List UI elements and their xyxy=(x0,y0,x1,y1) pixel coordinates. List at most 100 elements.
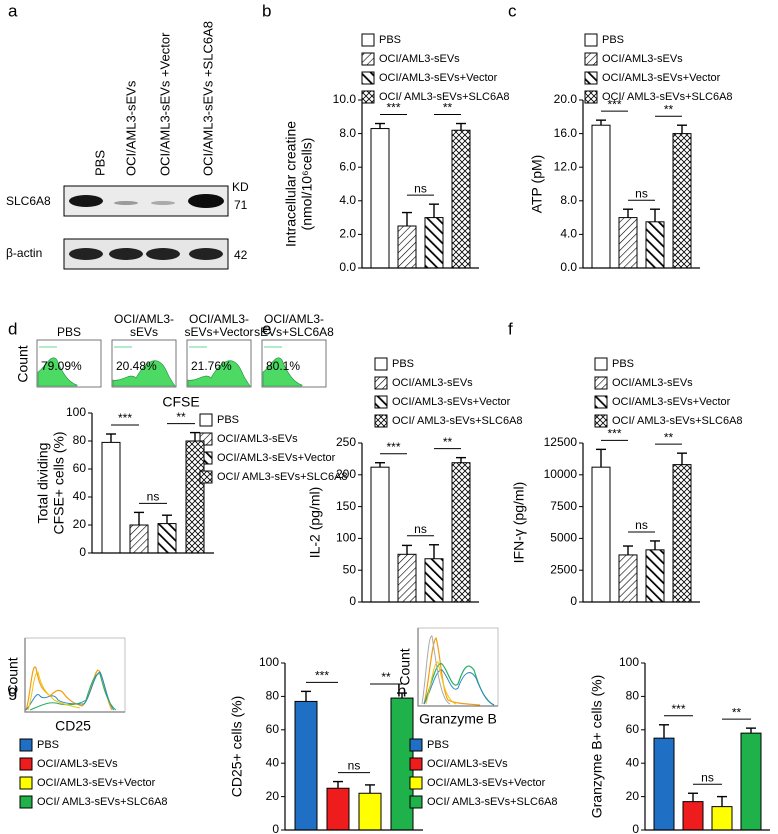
panel-letter: c xyxy=(508,1,517,20)
significance-label: ns xyxy=(147,490,160,504)
legend-label: PBS xyxy=(379,34,401,46)
legend-swatch xyxy=(374,395,388,409)
significance-label: ** xyxy=(664,102,674,116)
significance-label: ns xyxy=(414,522,427,536)
legend-label: OCI/ AML3-sEVs+SLC6A8 xyxy=(392,415,523,427)
legend-swatch xyxy=(19,738,33,752)
legend-label: OCI/AML3-sEVs xyxy=(602,53,683,65)
significance-label: ** xyxy=(176,410,186,424)
legend-swatch xyxy=(199,470,213,484)
legend-label: PBS xyxy=(602,34,624,46)
flow-title: sEVs+Vector xyxy=(184,325,253,339)
flow-y-label: Count xyxy=(5,657,21,694)
legend-swatch xyxy=(584,52,598,66)
y-tick-label: 8.0 xyxy=(560,193,577,207)
y-tick-label: 0 xyxy=(349,594,356,608)
lane-label: PBS xyxy=(92,150,107,176)
legend-label: PBS xyxy=(427,739,449,751)
flow-title: OCI/AML3- xyxy=(114,312,174,326)
bar xyxy=(451,462,471,603)
bar xyxy=(451,129,471,269)
bar xyxy=(129,524,149,554)
legend-label: PBS xyxy=(392,358,414,370)
band xyxy=(109,248,143,260)
legend-swatch xyxy=(409,757,423,771)
y-tick-label: 6.0 xyxy=(339,159,356,173)
legend-swatch xyxy=(19,776,33,790)
y-tick-label: 0 xyxy=(570,594,577,608)
y-axis-label: Granzyme B+ cells (%) xyxy=(589,675,605,819)
legend-swatch xyxy=(374,414,388,428)
band xyxy=(69,195,103,207)
bar xyxy=(397,225,417,269)
legend-swatch xyxy=(584,71,598,85)
significance-label: ns xyxy=(348,759,361,773)
y-tick-label: 5000 xyxy=(550,531,577,545)
y-tick-label: 7500 xyxy=(550,499,577,513)
legend-swatch xyxy=(584,33,598,47)
legend-label: OCI/AML3-sEVs+Vector xyxy=(427,777,546,789)
legend-label: OCI/AML3-sEVs+Vector xyxy=(392,396,511,408)
flow-title: sEVs+SLC6A8 xyxy=(254,325,334,339)
y-tick-label: 80 xyxy=(626,689,640,703)
y-tick-label: 0 xyxy=(632,822,639,834)
significance-label: *** xyxy=(671,702,685,716)
bar xyxy=(645,221,665,269)
y-tick-label: 8.0 xyxy=(339,126,356,140)
legend-label: OCI/AML3-sEVs xyxy=(379,53,460,65)
y-tick-label: 150 xyxy=(336,499,356,513)
legend-swatch xyxy=(361,33,375,47)
legend-label: OCI/AML3-sEVs xyxy=(37,758,118,770)
bar xyxy=(370,128,390,269)
significance-label: *** xyxy=(607,97,621,111)
band xyxy=(146,248,180,260)
flow-plot xyxy=(24,637,126,713)
y-tick-label: 100 xyxy=(619,655,639,669)
legend-label: OCI/ AML3-sEVs+SLC6A8 xyxy=(612,415,743,427)
y-tick-label: 10.0 xyxy=(333,92,357,106)
y-axis-label: Intracellular creatine xyxy=(283,121,299,247)
bar xyxy=(711,806,733,831)
flow-plot xyxy=(417,627,499,707)
significance-label: ** xyxy=(381,670,391,684)
legend-label: OCI/AML3-sEVs+Vector xyxy=(217,452,336,464)
y-tick-label: 12.0 xyxy=(554,159,578,173)
y-axis-label: ATP (pM) xyxy=(529,155,545,214)
significance-label: *** xyxy=(386,101,400,115)
y-tick-label: 100 xyxy=(336,531,356,545)
y-tick-label: 40 xyxy=(626,755,640,769)
bar xyxy=(358,792,382,831)
significance-label: *** xyxy=(386,440,400,454)
y-tick-label: 100 xyxy=(259,655,279,669)
y-tick-label: 0.0 xyxy=(560,260,577,274)
flow-y-label: Count xyxy=(15,345,31,382)
significance-label: ** xyxy=(664,430,674,444)
flow-title: sEVs xyxy=(130,325,158,339)
flow-x-label: CFSE xyxy=(162,394,199,410)
bar xyxy=(424,558,444,603)
blot: PBS OCI/AML3-sEVs OCI/AML3-sEVs +Vector … xyxy=(6,21,249,270)
legend-label: PBS xyxy=(612,358,634,370)
panel-letter: g xyxy=(8,681,17,700)
bar xyxy=(591,466,611,603)
bar xyxy=(294,700,318,831)
y-tick-label: 4.0 xyxy=(339,193,356,207)
bar xyxy=(185,440,205,554)
y-tick-label: 60 xyxy=(73,461,87,475)
significance-label: ns xyxy=(635,186,648,200)
bar xyxy=(653,737,675,831)
y-tick-label: 16.0 xyxy=(554,126,578,140)
bar xyxy=(645,549,665,603)
legend-label: PBS xyxy=(217,414,239,426)
significance-label: *** xyxy=(118,411,132,425)
y-tick-label: 80 xyxy=(73,433,87,447)
flow-histogram xyxy=(262,357,303,387)
bar xyxy=(424,217,444,269)
bar xyxy=(672,133,692,269)
significance-label: *** xyxy=(607,427,621,441)
y-axis-label: CFSE+ cells (%) xyxy=(51,431,67,534)
kd-value: 42 xyxy=(234,248,248,262)
y-tick-label: 40 xyxy=(266,755,280,769)
y-tick-label: 4.0 xyxy=(560,227,577,241)
y-tick-label: 60 xyxy=(266,722,280,736)
